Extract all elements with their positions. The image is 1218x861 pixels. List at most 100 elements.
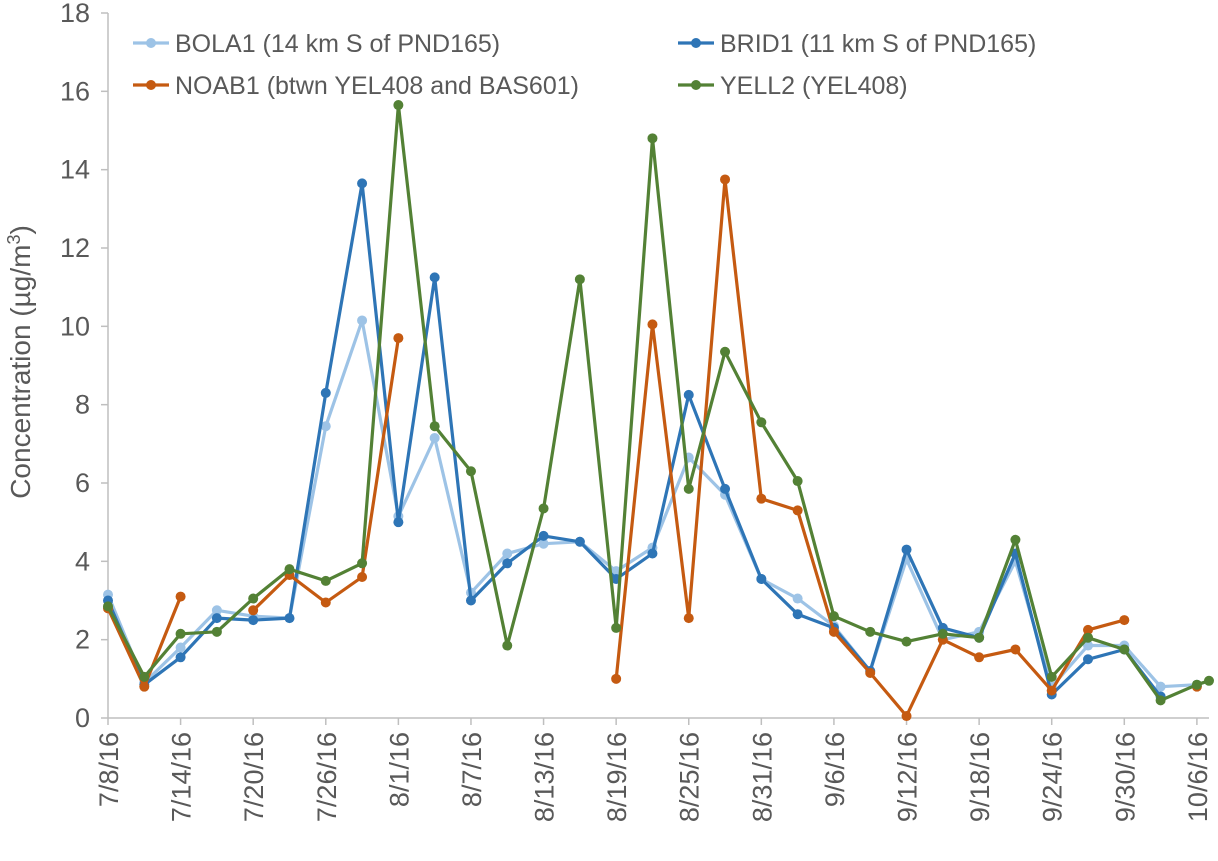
data-point (248, 615, 259, 626)
data-point (611, 673, 622, 684)
y-axis-label-suffix: ) (5, 225, 36, 234)
data-point (792, 593, 803, 604)
data-point (647, 133, 658, 144)
series-layer (103, 100, 1214, 722)
data-point (720, 483, 731, 494)
data-point (756, 417, 767, 428)
y-axis: 0 2 4 6 8 10 12 14 16 18 (60, 0, 109, 733)
data-point (574, 536, 585, 547)
data-point (538, 503, 549, 514)
x-tick-label: 7/26/16 (312, 732, 342, 822)
x-tick-label: 9/18/16 (965, 732, 995, 822)
data-point (647, 548, 658, 559)
y-tick-label: 0 (75, 703, 90, 733)
y-tick-label: 10 (60, 311, 90, 341)
data-point (865, 626, 876, 637)
data-point (1046, 671, 1057, 682)
data-point (248, 605, 259, 616)
data-point (683, 389, 694, 400)
x-tick-label: 8/25/16 (675, 732, 705, 822)
data-point (974, 632, 985, 643)
data-point (357, 178, 368, 189)
data-point (429, 272, 440, 283)
data-point (828, 626, 839, 637)
y-tick-label: 16 (60, 76, 90, 106)
x-tick-label: 8/13/16 (530, 732, 560, 822)
data-point (211, 613, 222, 624)
data-point (756, 493, 767, 504)
y-tick-label: 8 (75, 390, 90, 420)
y-axis-label: Concentration (µg/m3) (4, 225, 36, 499)
y-axis-label-main: Concentration (µg/m (5, 245, 36, 499)
legend-swatch-marker (691, 38, 701, 48)
series-1 (103, 178, 1166, 702)
x-tick-label: 9/30/16 (1110, 732, 1140, 822)
data-point (538, 530, 549, 541)
data-point (792, 609, 803, 620)
data-point (1083, 624, 1094, 635)
x-tick-label: 9/24/16 (1038, 732, 1068, 822)
data-point (538, 538, 549, 549)
data-point (1083, 640, 1094, 651)
data-point (284, 613, 295, 624)
data-point (901, 544, 912, 555)
legend-entry: BRID1 (11 km S of PND165) (678, 30, 1036, 58)
data-point (1119, 644, 1130, 655)
data-point (756, 573, 767, 584)
data-point (175, 642, 186, 653)
y-tick-label: 14 (60, 155, 90, 185)
data-point (1010, 534, 1021, 545)
x-tick-label: 7/14/16 (167, 732, 197, 822)
data-point (175, 591, 186, 602)
data-point (393, 333, 404, 344)
series-line (106, 103, 1211, 703)
series-line (106, 181, 1163, 699)
y-tick-label: 12 (60, 233, 90, 263)
legend-label: BRID1 (11 km S of PND165) (720, 30, 1036, 58)
x-tick-label: 7/20/16 (239, 732, 269, 822)
data-point (647, 319, 658, 330)
data-point (865, 667, 876, 678)
data-point (683, 613, 694, 624)
data-point (175, 652, 186, 663)
data-point (103, 601, 113, 612)
legend-entry: YELL2 (YEL408) (678, 72, 908, 100)
data-point (211, 605, 222, 616)
data-point (465, 466, 476, 477)
data-point (393, 100, 404, 111)
x-tick-label: 9/12/16 (893, 732, 923, 822)
data-point (502, 640, 513, 651)
data-point (465, 595, 476, 606)
data-point (320, 387, 331, 398)
data-point (357, 558, 368, 569)
legend-label: YELL2 (YEL408) (720, 72, 908, 100)
data-point (393, 517, 404, 528)
y-axis-label-superscript: 3 (4, 235, 24, 245)
data-point (320, 575, 331, 586)
legend-label: NOAB1 (btwn YEL408 and BAS601) (175, 72, 579, 100)
data-point (284, 564, 295, 575)
data-point (1191, 679, 1202, 690)
data-point (175, 628, 186, 639)
data-point (211, 626, 222, 637)
y-tick-label: 4 (75, 546, 90, 576)
data-point (1155, 681, 1166, 692)
data-point (1119, 615, 1130, 626)
data-point (611, 622, 622, 633)
data-point (937, 628, 948, 639)
x-tick-label: 8/7/16 (457, 732, 487, 807)
data-point (1083, 632, 1094, 643)
legend-entry: NOAB1 (btwn YEL408 and BAS601) (133, 72, 579, 100)
data-point (792, 476, 803, 487)
x-tick-label: 8/31/16 (747, 732, 777, 822)
legend-swatch-marker (146, 38, 156, 48)
y-tick-label: 18 (60, 0, 90, 28)
data-point (1083, 654, 1094, 665)
data-point (901, 711, 912, 722)
data-point (1155, 695, 1166, 706)
data-point (320, 421, 331, 432)
data-point (720, 174, 731, 185)
data-point (429, 421, 440, 432)
data-point (139, 681, 150, 692)
